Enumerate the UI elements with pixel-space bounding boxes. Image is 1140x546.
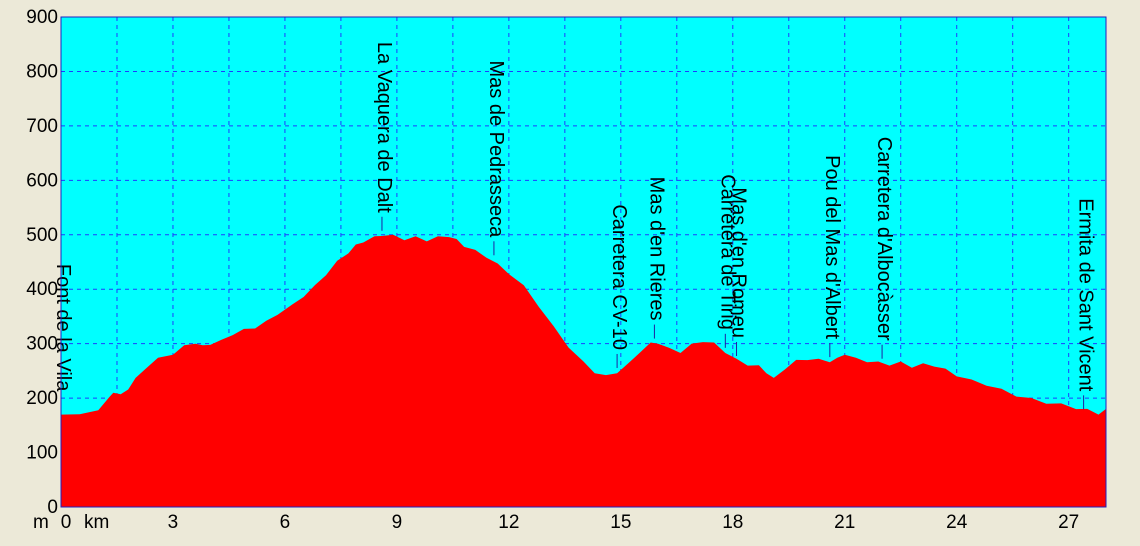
- plot-frame: [60, 16, 1107, 508]
- waypoint-label: Carretera de Tirig: [716, 174, 738, 330]
- waypoint-label: Font de la Vila: [52, 264, 74, 392]
- x-tick-labels: 0 3 6 9 12 15 18 21 24 27: [61, 512, 1080, 533]
- x-axis-unit: km: [84, 512, 109, 533]
- y-tick-label: 300: [26, 334, 58, 355]
- y-tick-label: 200: [26, 388, 58, 409]
- y-tick-label: 400: [26, 279, 58, 300]
- x-tick-label: 24: [946, 512, 968, 533]
- x-tick-label: 9: [392, 512, 403, 533]
- waypoint-label: Mas de Pedrasseca: [485, 61, 507, 239]
- x-tick-label: 0: [61, 512, 72, 533]
- y-tick-label: 100: [26, 443, 58, 464]
- y-tick-label: 800: [26, 61, 58, 82]
- x-tick-label: 15: [610, 512, 631, 533]
- x-tick-label: 27: [1058, 512, 1079, 533]
- y-tick-label: 700: [26, 116, 58, 137]
- y-axis-unit: m: [33, 512, 49, 533]
- waypoint-label: Mas d'en Rieres: [645, 177, 667, 321]
- x-tick-label: 6: [280, 512, 291, 533]
- y-tick-label: 600: [26, 170, 58, 191]
- x-tick-label: 21: [834, 512, 855, 533]
- waypoint-label: Ermita de Sant Vicent: [1075, 198, 1097, 392]
- waypoint-label: Pou del Mas d'Albert: [821, 155, 843, 339]
- elevation-area: [61, 234, 1106, 507]
- waypoint-label: Mas d'en Romeu: [728, 187, 750, 338]
- x-tick-label: 18: [722, 512, 743, 533]
- y-tick-label: 500: [26, 225, 58, 246]
- waypoint-markers: Font de la Vila La Vaquera de Dalt Mas de …: [52, 42, 1097, 410]
- y-tick-label: 900: [26, 7, 58, 28]
- x-tick-label: 3: [168, 512, 179, 533]
- waypoint-label: Carretera CV-10: [608, 204, 630, 350]
- x-tick-label: 12: [498, 512, 519, 533]
- waypoint-label: La Vaquera de Dalt: [373, 42, 395, 213]
- y-tick-label: 0: [47, 497, 58, 518]
- y-tick-labels: 0 100 200 300 400 500 600 700 800 900: [26, 7, 58, 518]
- waypoint-label: Carretera d'Albocàsser: [873, 137, 895, 341]
